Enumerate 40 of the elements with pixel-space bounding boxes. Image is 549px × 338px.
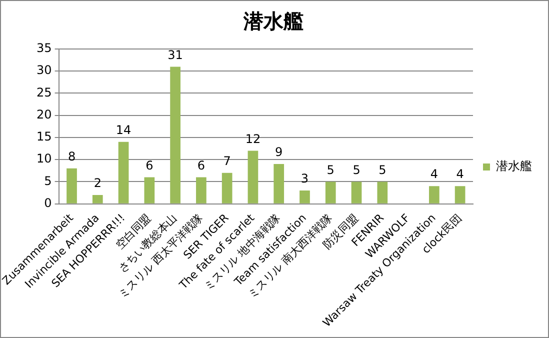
bar bbox=[196, 177, 206, 204]
bar bbox=[351, 182, 362, 204]
bar bbox=[66, 168, 77, 204]
y-tick-label: 25 bbox=[36, 85, 52, 100]
data-label: 5 bbox=[326, 162, 334, 177]
data-label: 12 bbox=[245, 132, 261, 146]
data-label: 2 bbox=[94, 176, 102, 190]
data-label: 5 bbox=[378, 162, 386, 177]
bar bbox=[92, 194, 103, 204]
data-label: 5 bbox=[352, 162, 360, 177]
y-tick-label: 0 bbox=[44, 196, 52, 210]
bar bbox=[428, 186, 440, 204]
data-label: 8 bbox=[68, 150, 76, 164]
bar bbox=[118, 142, 129, 204]
y-tick-label: 35 bbox=[36, 41, 52, 56]
data-label: 6 bbox=[197, 158, 206, 172]
data-label: 4 bbox=[430, 167, 438, 182]
y-tick-label: 30 bbox=[36, 63, 52, 78]
chart-title: 潜水艦 bbox=[242, 9, 304, 34]
bar bbox=[300, 190, 310, 204]
y-tick-label: 5 bbox=[44, 174, 52, 188]
bar bbox=[377, 182, 388, 204]
bar bbox=[454, 186, 466, 204]
bar bbox=[248, 150, 258, 204]
legend-label: 潜水艦 bbox=[496, 159, 532, 174]
bar bbox=[170, 66, 180, 204]
data-label: 6 bbox=[146, 158, 154, 172]
y-tick-label: 10 bbox=[36, 152, 52, 166]
bar bbox=[325, 182, 336, 204]
data-label: 3 bbox=[300, 172, 309, 186]
data-label: 4 bbox=[456, 167, 464, 182]
y-tick-label: 15 bbox=[36, 130, 52, 144]
data-label: 31 bbox=[168, 48, 183, 62]
y-tick-label: 20 bbox=[36, 107, 52, 122]
bar bbox=[222, 172, 232, 204]
data-label: 14 bbox=[116, 123, 132, 138]
data-label: 7 bbox=[223, 154, 231, 168]
bar bbox=[274, 164, 284, 204]
bar bbox=[144, 177, 155, 204]
data-label: 9 bbox=[275, 145, 283, 160]
